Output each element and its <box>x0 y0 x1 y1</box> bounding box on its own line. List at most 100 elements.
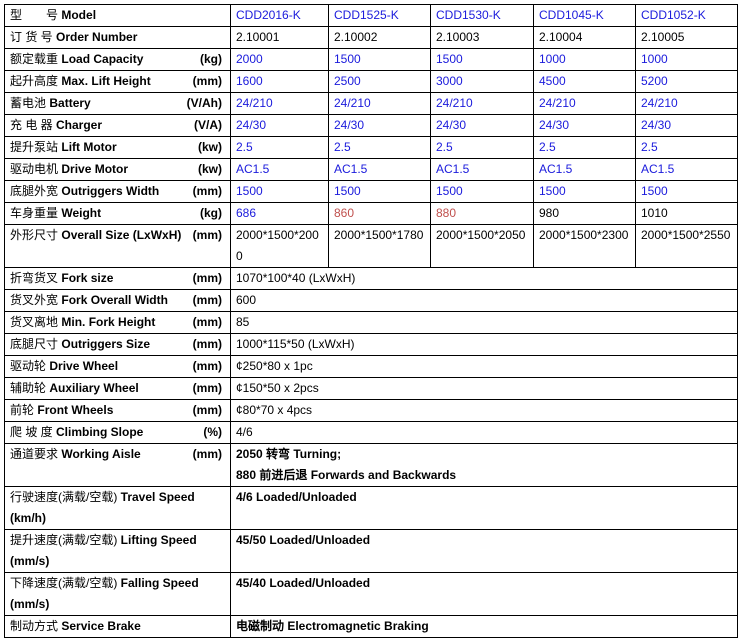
value-text: 45/40 Loaded/Unloaded <box>236 576 371 590</box>
value-cell: 3000 <box>430 70 534 93</box>
row-label: 驱动轮 Drive Wheel (mm) <box>4 355 231 378</box>
value-text: 电磁制动 Electromagnetic Braking <box>236 619 429 633</box>
value-cell: CDD1530-K <box>430 4 534 27</box>
label-unit: (mm) <box>192 381 222 395</box>
table-row: 底腿尺寸 Outriggers Size (mm) 1000*115*50 (LxW… <box>4 333 738 356</box>
row-label: 提升泵站 Lift Motor (kw) <box>4 136 231 159</box>
row-label: 前轮 Front Wheels (mm) <box>4 399 231 422</box>
label-unit: (V/Ah) <box>186 96 222 110</box>
table-row: 提升泵站 Lift Motor (kw) 2.5 2.5 2.5 2.5 2.5 <box>4 136 738 159</box>
value-cell: 24/30 <box>430 114 534 137</box>
row-label: 驱动电机 Drive Motor (kw) <box>4 158 231 181</box>
value-cell: 1070*100*40 (LxWxH) <box>230 267 738 290</box>
label-zh: 制动方式 <box>10 619 59 633</box>
value-cell: CDD1052-K <box>635 4 738 27</box>
row-label: 下降速度(满载/空载) Falling Speed (mm/s) <box>4 572 231 616</box>
value-cell: 24/210 <box>230 92 329 115</box>
label-en: Charger <box>56 118 103 132</box>
value-cell: 600 <box>230 289 738 312</box>
table-row: 行驶速度(满载/空载) Travel Speed (km/h) 4/6 Loaded… <box>4 486 738 530</box>
value-cell: 45/40 Loaded/Unloaded <box>230 572 738 616</box>
label-unit: (kg) <box>200 206 222 220</box>
label-zh: 驱动电机 <box>10 162 59 176</box>
value-cell: 2000*1500*2000 <box>230 224 329 268</box>
value-cell: CDD1045-K <box>533 4 636 27</box>
label-en: Lifting Speed <box>120 533 197 547</box>
value-text: 880 前进后退 Forwards and Backwards <box>236 468 457 482</box>
label-zh: 提升速度(满载/空载) <box>10 533 118 547</box>
row-label: 订 货 号 Order Number <box>4 26 231 49</box>
table-row: 前轮 Front Wheels (mm) ¢80*70 x 4pcs <box>4 399 738 422</box>
label-en: Min. Fork Height <box>61 315 156 329</box>
table-row: 订 货 号 Order Number 2.10001 2.10002 2.10003 2… <box>4 26 738 49</box>
label-zh: 货叉离地 <box>10 315 59 329</box>
value-text: ¢250*80 x 1pc <box>236 359 313 373</box>
value-cell: AC1.5 <box>430 158 534 181</box>
value-cell: 2000*1500*2300 <box>533 224 636 268</box>
value-text: 45/50 Loaded/Unloaded <box>236 533 371 547</box>
value-cell: 880 <box>430 202 534 225</box>
label-unit: (mm/s) <box>10 554 50 568</box>
value-cell: AC1.5 <box>635 158 738 181</box>
label-zh: 行驶速度(满载/空载) <box>10 490 118 504</box>
value-cell: 1500 <box>533 180 636 203</box>
row-label: 车身重量 Weight (kg) <box>4 202 231 225</box>
label-unit: (mm) <box>192 74 222 88</box>
value-cell: 1000 <box>533 48 636 71</box>
label-zh: 蓄电池 <box>10 96 47 110</box>
label-unit: (kg) <box>200 52 222 66</box>
table-row: 爬 坡 度 Climbing Slope (%) 4/6 <box>4 421 738 444</box>
label-zh: 额定载重 <box>10 52 59 66</box>
value-cell: 24/210 <box>533 92 636 115</box>
label-zh: 通道要求 <box>10 447 59 461</box>
row-label: 行驶速度(满载/空载) Travel Speed (km/h) <box>4 486 231 530</box>
value-cell: 2.10001 <box>230 26 329 49</box>
label-en: Front Wheels <box>37 403 114 417</box>
value-cell: 2.10005 <box>635 26 738 49</box>
label-unit: (mm) <box>192 293 222 307</box>
value-cell: 4/6 Loaded/Unloaded <box>230 486 738 530</box>
row-label: 通道要求 Working Aisle (mm) <box>4 443 231 487</box>
label-en: Drive Wheel <box>49 359 119 373</box>
label-zh: 底腿外宽 <box>10 184 59 198</box>
value-cell: 1500 <box>430 180 534 203</box>
row-label: 辅助轮 Auxiliary Wheel (mm) <box>4 377 231 400</box>
table-row: 底腿外宽 Outriggers Width (mm) 1500 1500 1500 150… <box>4 180 738 203</box>
label-en: Outriggers Width <box>61 184 160 198</box>
label-unit: (mm) <box>192 403 222 417</box>
label-unit: (mm) <box>192 447 222 461</box>
label-zh: 车身重量 <box>10 206 59 220</box>
value-cell: 24/30 <box>328 114 431 137</box>
label-en: Service Brake <box>61 619 141 633</box>
value-cell: 1500 <box>635 180 738 203</box>
row-label: 底腿尺寸 Outriggers Size (mm) <box>4 333 231 356</box>
table-row: 型 号 Model CDD2016-K CDD1525-K CDD1530-K CDD1… <box>4 4 738 27</box>
row-label: 折弯货叉 Fork size (mm) <box>4 267 231 290</box>
label-en: Order Number <box>56 30 138 44</box>
table-row: 起升高度 Max. Lift Height (mm) 1600 2500 3000 450… <box>4 70 738 93</box>
value-cell: 4/6 <box>230 421 738 444</box>
value-cell: CDD2016-K <box>230 4 329 27</box>
row-label: 起升高度 Max. Lift Height (mm) <box>4 70 231 93</box>
label-en: Fork size <box>61 271 114 285</box>
value-text: 4/6 Loaded/Unloaded <box>236 490 357 504</box>
row-label: 货叉外宽 Fork Overall Width (mm) <box>4 289 231 312</box>
row-label: 制动方式 Service Brake <box>4 615 231 638</box>
value-cell: 24/30 <box>230 114 329 137</box>
row-label: 蓄电池 Battery (V/Ah) <box>4 92 231 115</box>
value-cell: 2.10004 <box>533 26 636 49</box>
value-cell: 24/30 <box>533 114 636 137</box>
table-row: 货叉外宽 Fork Overall Width (mm) 600 <box>4 289 738 312</box>
label-unit: (kw) <box>198 140 222 154</box>
value-cell: AC1.5 <box>328 158 431 181</box>
label-unit: (mm) <box>192 337 222 351</box>
label-zh: 起升高度 <box>10 74 59 88</box>
label-zh: 爬 坡 度 <box>10 425 53 439</box>
value-text: 2050 转弯 Turning; <box>236 447 342 461</box>
value-cell: 860 <box>328 202 431 225</box>
table-row: 车身重量 Weight (kg) 686 860 880 980 1010 <box>4 202 738 225</box>
value-cell: 5200 <box>635 70 738 93</box>
label-unit: (mm/s) <box>10 597 50 611</box>
value-cell: 2.5 <box>533 136 636 159</box>
label-unit: (mm) <box>192 184 222 198</box>
